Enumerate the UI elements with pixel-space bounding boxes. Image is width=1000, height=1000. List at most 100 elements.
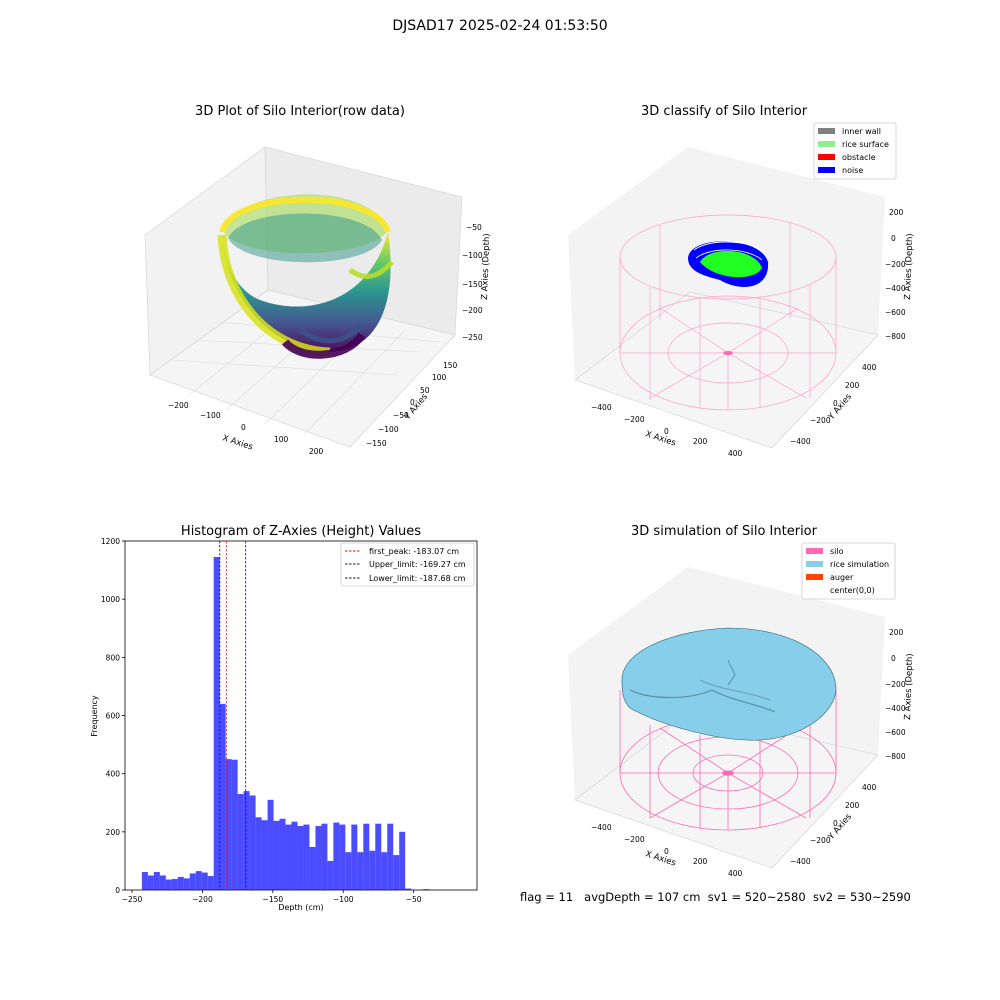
- plot2-x-label: X Axies: [644, 429, 677, 448]
- footer-avg-depth: avgDepth = 107 cm: [584, 890, 701, 904]
- histogram-bar: [141, 871, 148, 890]
- histogram-x-label: Depth (cm): [278, 903, 323, 912]
- histogram-x-ticks: −250 −200 −150 −100 −50: [122, 890, 422, 904]
- plot2-title: 3D classify of Silo Interior: [640, 104, 808, 119]
- histogram-bar: [369, 850, 376, 890]
- figure-title: DJSAD17 2025-02-24 01:53:50: [392, 18, 608, 34]
- legend-label-silo: silo: [830, 547, 844, 556]
- histogram-bar: [207, 876, 214, 890]
- svg-text:−100: −100: [462, 251, 483, 260]
- histogram-y-tick-label: 0: [115, 886, 120, 895]
- histogram-bar: [165, 879, 172, 890]
- svg-text:200: 200: [889, 628, 904, 637]
- histogram-bar: [243, 791, 250, 890]
- svg-text:0: 0: [241, 423, 246, 432]
- histogram-bar: [327, 860, 334, 890]
- plot4-y-ticks: −400 −200 0 200 400: [790, 783, 877, 866]
- svg-text:400: 400: [728, 869, 743, 878]
- plot4-x-label: X Axies: [644, 849, 677, 868]
- svg-text:0: 0: [833, 399, 838, 408]
- svg-text:200: 200: [889, 208, 904, 217]
- svg-text:0: 0: [664, 427, 669, 436]
- svg-text:200: 200: [309, 447, 324, 456]
- histogram-bar: [267, 799, 274, 890]
- svg-text:−400: −400: [591, 403, 612, 412]
- svg-text:100: 100: [432, 373, 447, 382]
- plot4-floor-pane: [574, 711, 879, 869]
- legend-label-rice-surface: rice surface: [842, 140, 889, 149]
- plot4-silo-wireframe: [619, 690, 837, 831]
- legend-swatch-obstacle: [818, 154, 835, 160]
- histogram-y-tick-label: 800: [106, 653, 121, 662]
- plot4-x-ticks: −400 −200 0 200 400: [591, 823, 743, 878]
- plot4-title: 3D simulation of Silo Interior: [631, 524, 817, 539]
- histogram-legend: first_peak: -183.07 cm Upper_limit: -169…: [340, 542, 475, 587]
- plot1-back-right-pane: [264, 146, 463, 336]
- histogram-bar: [171, 878, 178, 890]
- svg-text:−600: −600: [885, 728, 906, 737]
- svg-text:400: 400: [862, 783, 877, 792]
- histogram-bar: [357, 852, 364, 890]
- histogram-y-ticks: 0 200 400 600 800 1000 1200: [101, 537, 125, 895]
- histogram-bar: [363, 823, 370, 890]
- svg-text:400: 400: [728, 449, 743, 458]
- histogram-y-tick-label: 1000: [101, 595, 120, 604]
- svg-text:−800: −800: [885, 752, 906, 761]
- svg-text:−400: −400: [885, 704, 906, 713]
- svg-text:0: 0: [833, 819, 838, 828]
- plot2-z-ticks: 200 0 −200 −400 −600 −800: [885, 208, 906, 341]
- histogram-bar: [321, 823, 328, 890]
- histogram-x-tick-label: −150: [263, 895, 284, 904]
- histogram-y-tick-label: 400: [106, 770, 121, 779]
- histogram-bar: [189, 873, 196, 890]
- histogram-bar: [393, 855, 400, 890]
- histogram-bar: [333, 822, 340, 890]
- svg-text:−600: −600: [885, 308, 906, 317]
- histogram-bar: [195, 871, 202, 890]
- histogram-bar: [183, 878, 190, 890]
- histogram-bar: [351, 824, 358, 890]
- histogram-x-tick-label: −100: [333, 895, 354, 904]
- svg-text:−400: −400: [885, 284, 906, 293]
- plot2-y-ticks: −400 −200 0 200 400: [790, 363, 877, 446]
- histogram-bar: [345, 852, 352, 890]
- histogram-y-tick-label: 200: [106, 828, 121, 837]
- plot2-x-ticks: −400 −200 0 200 400: [591, 403, 743, 458]
- histogram-axes-frame: [124, 540, 478, 891]
- svg-text:400: 400: [862, 363, 877, 372]
- svg-text:150: 150: [443, 361, 458, 370]
- histogram-x-tick-label: −250: [122, 895, 143, 904]
- footer-flag: flag = 11: [520, 890, 574, 904]
- histogram-bar: [381, 852, 388, 890]
- plot1-z-ticks: −50 −100 −150 −200 −250: [462, 223, 483, 342]
- svg-text:200: 200: [693, 857, 708, 866]
- plot4-y-label: Y Axies: [826, 812, 854, 843]
- svg-text:−50: −50: [393, 411, 409, 420]
- svg-text:−400: −400: [790, 857, 811, 866]
- legend-label-center: center(0,0): [830, 586, 875, 595]
- histogram-bar: [159, 875, 166, 890]
- histogram-bar: [309, 846, 316, 890]
- plot2-classified-points: [688, 241, 769, 287]
- plot2-y-label: Y Axies: [826, 392, 854, 423]
- histogram-bar: [291, 821, 298, 890]
- svg-text:0: 0: [664, 847, 669, 856]
- histogram-bar: [213, 556, 220, 890]
- svg-text:−200: −200: [168, 401, 189, 410]
- plot1-point-cloud: [217, 194, 394, 359]
- svg-text:100: 100: [274, 435, 289, 444]
- svg-text:−200: −200: [624, 415, 645, 424]
- histogram-y-label: Frequency: [90, 695, 99, 737]
- legend-swatch-rice-surface: [818, 141, 835, 147]
- plot1-title: 3D Plot of Silo Interior(row data): [195, 104, 405, 119]
- histogram-bar: [315, 826, 322, 890]
- plot1-x-ticks: −200 −100 0 100 200: [168, 401, 324, 456]
- footer-sv1: sv1 = 520~2580: [707, 890, 806, 904]
- histogram-bar: [303, 824, 310, 890]
- legend-swatch-center: [806, 587, 823, 593]
- histogram-bar: [261, 820, 268, 890]
